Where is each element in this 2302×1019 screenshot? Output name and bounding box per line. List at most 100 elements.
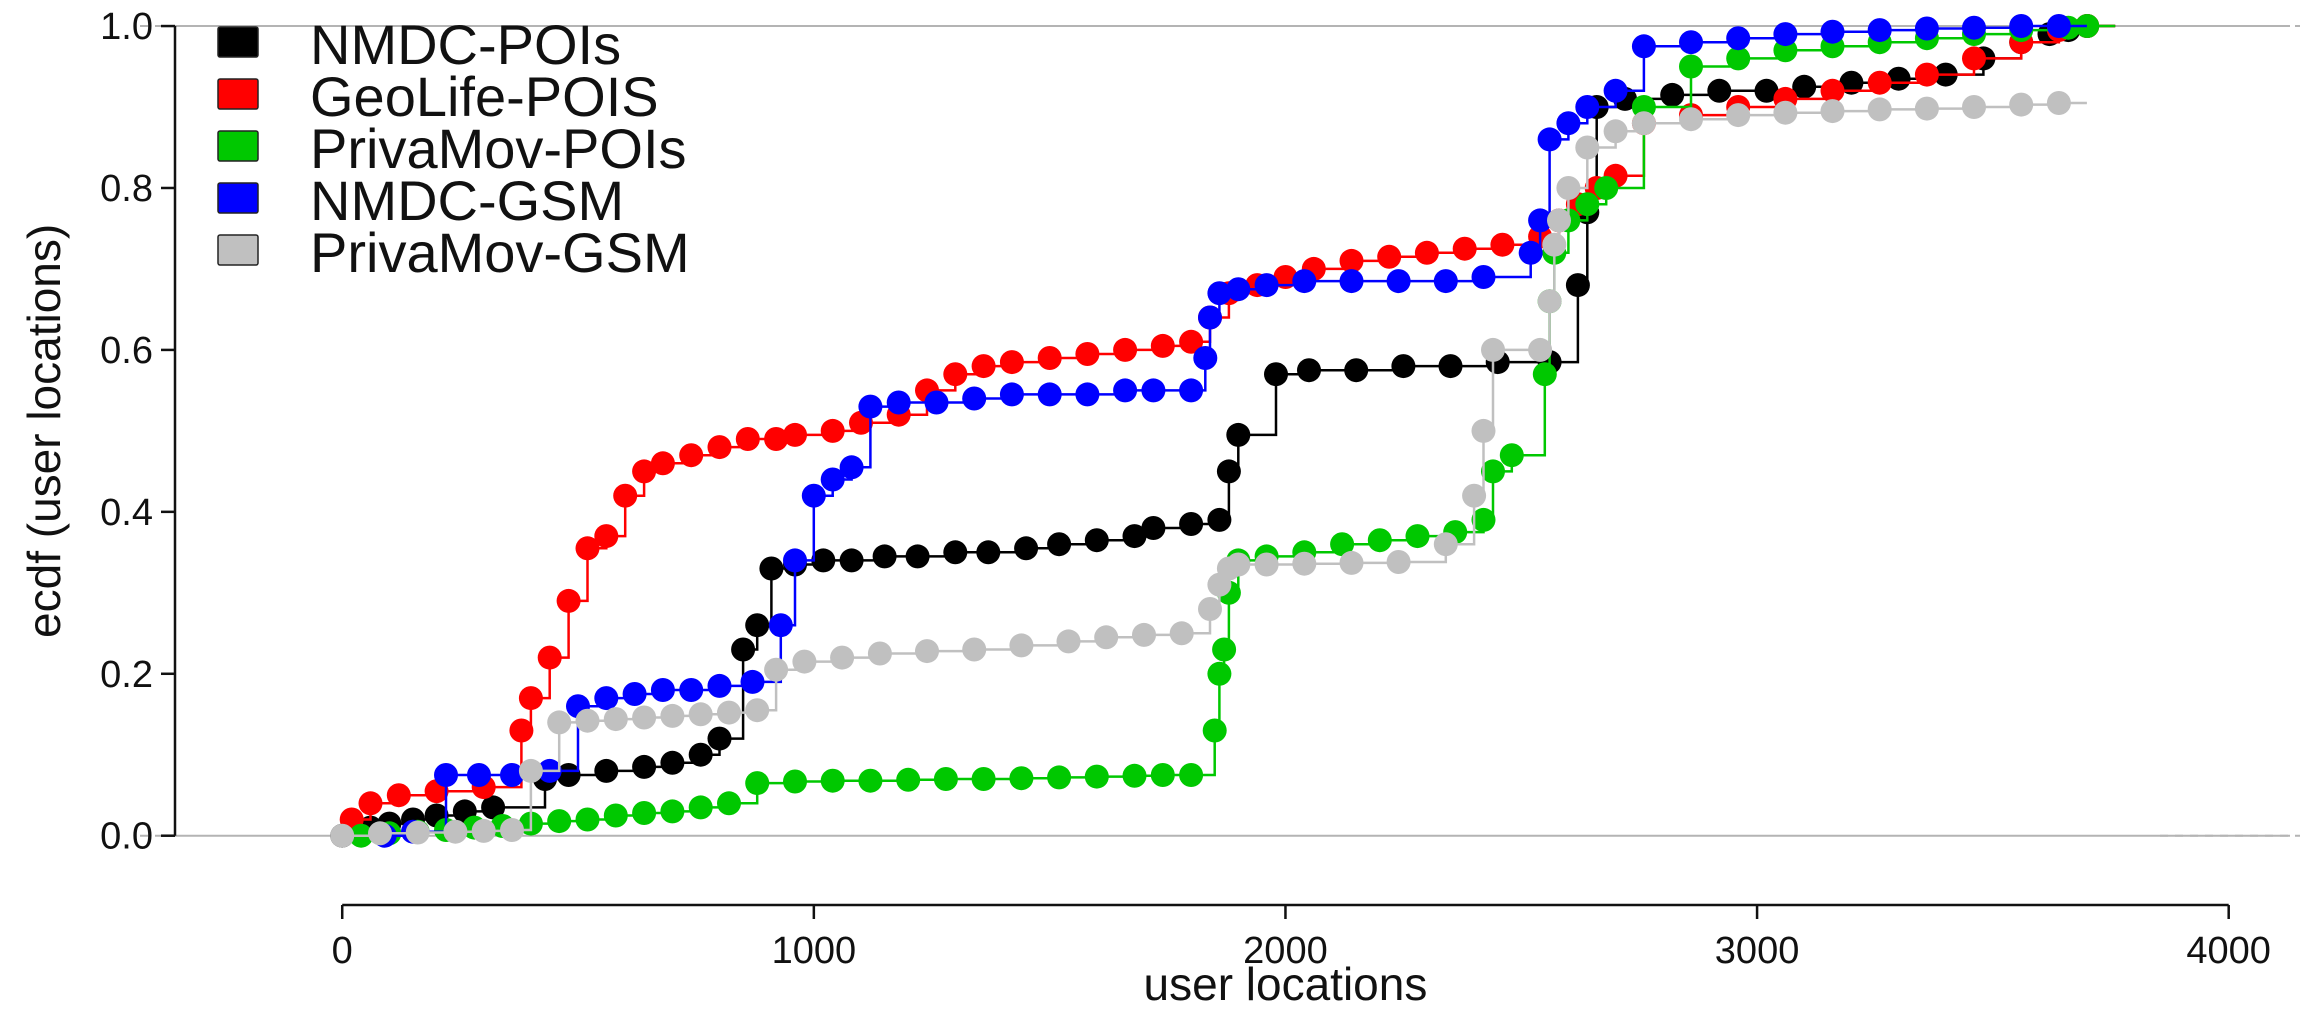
data-point [537, 645, 562, 670]
data-point [1433, 532, 1458, 557]
data-point [1198, 597, 1222, 621]
data-point [1820, 78, 1845, 103]
data-point [764, 427, 789, 451]
data-point [660, 799, 685, 824]
data-point [768, 613, 793, 638]
legend-label: PrivaMov-GSM [310, 221, 690, 284]
data-point [650, 451, 675, 476]
data-point [358, 791, 383, 816]
data-point [594, 686, 619, 711]
data-point [1292, 269, 1317, 294]
data-point [1386, 269, 1411, 294]
data-point [575, 708, 600, 733]
data-point [2009, 14, 2034, 38]
y-tick-label: 0.6 [100, 330, 153, 372]
data-point [896, 767, 921, 792]
x-tick-label: 4000 [2186, 930, 2271, 972]
data-point [1339, 248, 1364, 273]
data-point [1886, 66, 1911, 91]
y-tick-label: 0.0 [100, 816, 153, 858]
data-point [839, 548, 864, 573]
data-point [1962, 46, 1986, 71]
data-point [1212, 637, 1237, 662]
data-point [1009, 766, 1034, 791]
data-point [820, 768, 845, 793]
y-tick-label: 0.4 [100, 492, 153, 534]
data-point [603, 803, 628, 828]
data-point [1207, 281, 1232, 306]
data-point [1014, 536, 1039, 561]
data-point [933, 767, 958, 791]
data-point [1471, 418, 1496, 443]
data-point [443, 819, 468, 844]
data-point [1113, 337, 1138, 362]
data-point [500, 818, 524, 842]
data-point [1773, 22, 1798, 47]
data-point [1481, 459, 1505, 484]
data-point [594, 758, 619, 783]
data-point [1679, 54, 1703, 79]
data-point [1292, 551, 1317, 576]
data-point [764, 657, 789, 682]
data-point [2009, 92, 2034, 117]
data-point [745, 698, 770, 723]
data-point [1726, 26, 1751, 51]
data-point [1047, 765, 1072, 790]
data-point [368, 821, 392, 846]
data-point [740, 669, 765, 694]
data-point [1037, 382, 1062, 407]
series-nmdc-gsm [372, 14, 2087, 848]
data-point [1075, 342, 1100, 366]
data-point [2046, 91, 2071, 115]
data-point [792, 649, 817, 674]
data-point [330, 823, 355, 848]
data-point [688, 795, 713, 820]
data-point [858, 768, 883, 793]
data-point [1084, 764, 1109, 789]
data-point [1179, 329, 1204, 354]
data-point [471, 818, 496, 843]
data-point [1537, 289, 1562, 314]
data-point [1226, 277, 1251, 302]
data-point [1037, 346, 1062, 370]
data-point [999, 350, 1024, 375]
data-point [1226, 422, 1251, 447]
data-point [1962, 15, 1986, 40]
data-point [467, 763, 491, 787]
data-point [1962, 95, 1986, 119]
data-point [1226, 552, 1251, 577]
data-point [915, 639, 939, 664]
data-point [2046, 14, 2071, 38]
series-layer [330, 14, 2116, 848]
data-point [679, 443, 704, 468]
data-point [1754, 78, 1779, 103]
data-point [962, 386, 987, 411]
data-point [976, 540, 1001, 565]
legend-swatch [217, 182, 259, 214]
data-point [1575, 192, 1600, 217]
data-point [1202, 718, 1227, 743]
data-point [556, 588, 581, 613]
data-point [481, 795, 506, 820]
data-point [830, 645, 855, 670]
data-point [839, 455, 864, 480]
data-point [650, 678, 675, 702]
data-point [1264, 362, 1288, 387]
data-point [1575, 95, 1600, 119]
data-point [707, 673, 732, 698]
data-point [1914, 16, 1939, 41]
data-point [434, 763, 458, 787]
data-point [1565, 273, 1590, 298]
data-point [1471, 265, 1496, 289]
data-point [1377, 244, 1402, 269]
data-point [1773, 100, 1798, 125]
data-point [518, 758, 543, 783]
data-point [717, 791, 741, 816]
data-point [1150, 763, 1175, 787]
data-point [688, 702, 713, 727]
data-point [1556, 176, 1581, 200]
axes: 0 1000 2000 3000 4000 0.0 0.2 0.4 0.6 0.8 1.0 [100, 6, 2271, 972]
data-point [603, 707, 628, 732]
legend-label: GeoLife-POIS [310, 65, 659, 128]
data-point [1297, 358, 1321, 383]
